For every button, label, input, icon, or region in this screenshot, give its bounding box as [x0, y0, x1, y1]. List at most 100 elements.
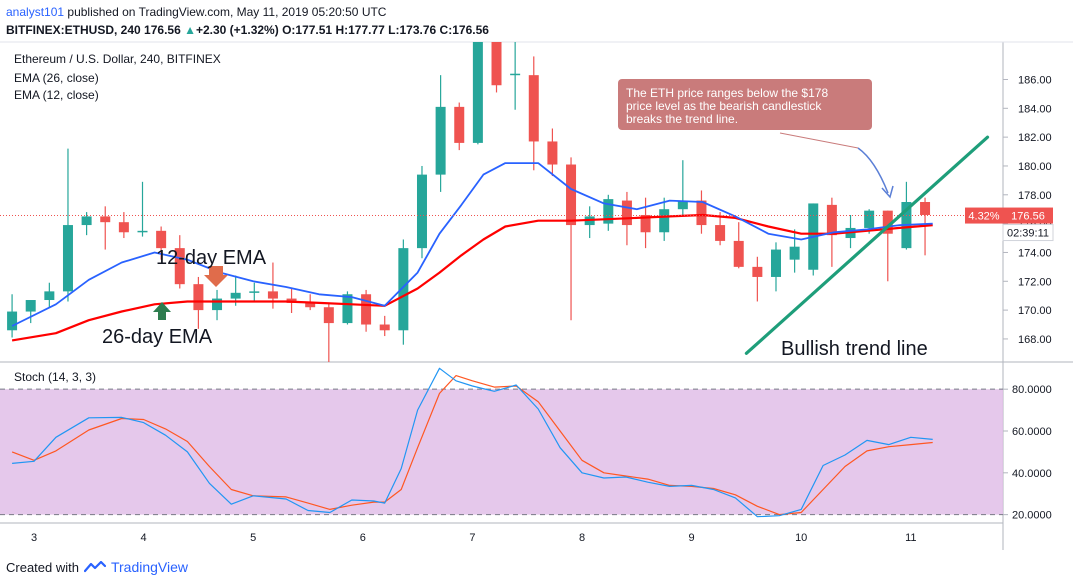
tradingview-brand[interactable]: TradingView [110, 559, 189, 575]
candle-body [696, 200, 707, 226]
ema12-line [11, 162, 933, 327]
stoch-tick-label: 20.0000 [1012, 510, 1052, 522]
candle-body [342, 294, 353, 324]
time-tick-label: 5 [250, 532, 256, 544]
candle-up [62, 148, 73, 302]
last-price: 176.56 [144, 23, 181, 37]
author-link[interactable]: analyst101 [6, 5, 65, 19]
price-tick-label: 170.00 [1018, 305, 1052, 317]
trend-line-annotation: Bullish trend line [781, 338, 928, 360]
candle-body [882, 210, 893, 234]
stoch-band [0, 389, 1003, 515]
candle-body [472, 42, 483, 143]
candle-down [323, 302, 334, 362]
candle-body [789, 246, 800, 260]
candle-down [174, 235, 185, 289]
close-label: C: [439, 23, 453, 37]
candle-up [81, 212, 92, 236]
candle-body [510, 73, 521, 76]
open-label: O: [282, 23, 296, 37]
footer: Created with TradingView [6, 559, 188, 575]
price-tick-label: 180.00 [1018, 161, 1052, 173]
candle-up [416, 165, 427, 259]
time-tick-label: 8 [579, 532, 585, 544]
candle-down [118, 212, 129, 239]
candle-body [770, 249, 781, 277]
callout-pointer [857, 147, 889, 194]
symbol-summary: BITFINEX:ETHUSD, 240 176.56 ▲+2.30 (+1.3… [6, 23, 489, 37]
chart-title[interactable]: Ethereum / U.S. Dollar, 240, BITFINEX [14, 52, 221, 66]
high-label: H: [335, 23, 349, 37]
candle-body [715, 225, 726, 241]
candle-body [733, 240, 744, 267]
published-text: published on TradingView.com, May 11, 20… [67, 5, 387, 19]
candle-up [677, 160, 688, 217]
candle-body [752, 266, 763, 277]
stoch-tick-label: 40.0000 [1012, 468, 1052, 480]
candle-body [361, 294, 372, 325]
bullish-trend-line [744, 135, 990, 355]
callout-connector [779, 132, 859, 149]
time-tick-label: 3 [31, 532, 37, 544]
time-tick-label: 11 [905, 532, 916, 544]
candle-body [44, 291, 55, 301]
candle-body [81, 216, 92, 226]
candle-body [435, 106, 446, 175]
candle-body [156, 230, 167, 249]
open-value: 177.51 [295, 23, 333, 37]
candle-body [677, 200, 688, 210]
candle-body [491, 42, 502, 86]
price-tick-label: 186.00 [1018, 74, 1052, 86]
price-tick-label: 182.00 [1018, 132, 1052, 144]
ema12-legend[interactable]: EMA (12, close) [14, 88, 99, 102]
candle-up [510, 42, 521, 110]
candle-body [305, 302, 316, 308]
candle-down [454, 102, 465, 151]
stoch-d-line [11, 375, 933, 516]
candle-body [212, 298, 223, 311]
price-tick-label: 184.00 [1018, 103, 1052, 115]
candle-down [752, 256, 763, 302]
time-tick-label: 6 [360, 532, 366, 544]
candle-body [249, 291, 260, 293]
candle-down [733, 222, 744, 269]
stoch-lines [11, 367, 933, 518]
ema26-line [11, 213, 933, 342]
candle-down [547, 128, 558, 177]
down-arrow-shape [204, 266, 228, 287]
ema26-legend[interactable]: EMA (26, close) [14, 71, 99, 85]
time-tick-label: 10 [795, 532, 807, 544]
price-tag: 176.56 [1011, 211, 1045, 223]
callout-box [618, 79, 872, 130]
candle-body [547, 141, 558, 165]
tradingview-logo-icon [83, 561, 106, 573]
up-arrow-icon [153, 302, 171, 320]
candle-body [193, 284, 204, 311]
price-pane: 12-day EMA 26-day EMA Bullish trend line Th… [0, 42, 1003, 362]
candle-up [249, 282, 260, 302]
time-tick-label: 4 [141, 532, 147, 544]
candle-body [323, 307, 334, 324]
pointer-arrowhead-icon [881, 185, 894, 199]
percent-tag-box [965, 207, 1003, 224]
candle-down [566, 157, 577, 321]
callout: The ETH price ranges below the $178price… [618, 79, 894, 199]
stoch-legend[interactable]: Stoch (14, 3, 3) [14, 370, 97, 384]
stoch-tick-label: 60.0000 [1012, 426, 1052, 438]
price-tick-label: 174.00 [1018, 247, 1052, 259]
candle-down [193, 276, 204, 329]
candle-up [25, 300, 36, 324]
callout-text-line: price level as the bearish candlestick [626, 99, 822, 113]
high-value: 177.77 [348, 23, 385, 37]
callout-text-line: The ETH price ranges below the $178 [626, 86, 828, 100]
low-value: 173.76 [399, 23, 437, 37]
candle-body [528, 75, 539, 142]
ema26-annotation: 26-day EMA [102, 326, 213, 348]
candle-down [100, 206, 111, 250]
low-label: L: [388, 23, 400, 37]
percent-tag: 4.32% [968, 211, 999, 223]
candle-body [100, 216, 111, 223]
candle-body [7, 311, 18, 331]
close-value: 176.56 [452, 23, 489, 37]
